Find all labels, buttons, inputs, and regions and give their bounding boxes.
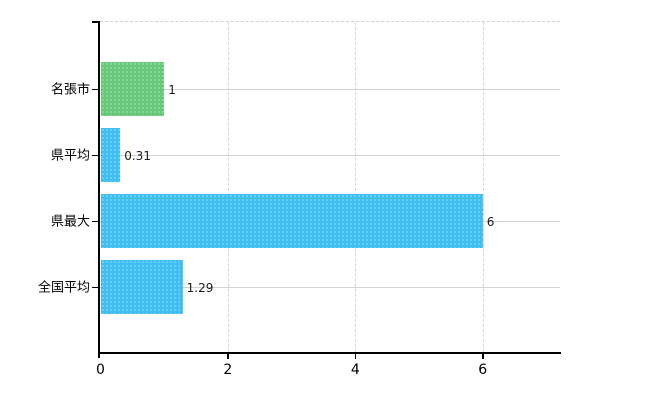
bar — [100, 62, 165, 116]
gridline-horizontal — [100, 155, 560, 156]
bar — [100, 194, 483, 248]
plot-top-border — [100, 21, 560, 22]
category-label: 県平均 — [50, 148, 90, 164]
gridline-vertical — [482, 22, 484, 352]
value-label: 0.31 — [124, 149, 151, 163]
x-axis — [98, 352, 561, 354]
y-axis-tick — [92, 220, 98, 222]
category-label: 名張市 — [50, 82, 90, 98]
y-axis-tick — [92, 88, 98, 90]
gridline-vertical — [355, 22, 357, 352]
y-axis — [98, 21, 100, 358]
x-tick-label: 2 — [223, 362, 233, 378]
x-tick-label: 0 — [96, 362, 105, 378]
value-label: 1.29 — [186, 281, 214, 295]
bar — [100, 260, 183, 314]
x-axis-tick — [227, 354, 229, 359]
category-label: 県最大 — [50, 214, 90, 230]
x-tick-label: 6 — [478, 362, 488, 378]
bar — [100, 128, 121, 182]
y-axis-tick — [92, 154, 98, 156]
y-axis-top-tick — [92, 21, 98, 23]
gridline-horizontal — [100, 89, 560, 90]
x-axis-tick — [482, 354, 484, 359]
y-axis-tick — [92, 286, 98, 288]
x-axis-tick — [354, 354, 357, 359]
gridline-vertical — [227, 22, 229, 352]
gridline-horizontal — [100, 287, 560, 288]
value-label: 1 — [168, 83, 176, 97]
category-label: 全国平均 — [37, 280, 90, 296]
x-tick-label: 4 — [350, 362, 360, 378]
value-label: 6 — [486, 215, 495, 229]
